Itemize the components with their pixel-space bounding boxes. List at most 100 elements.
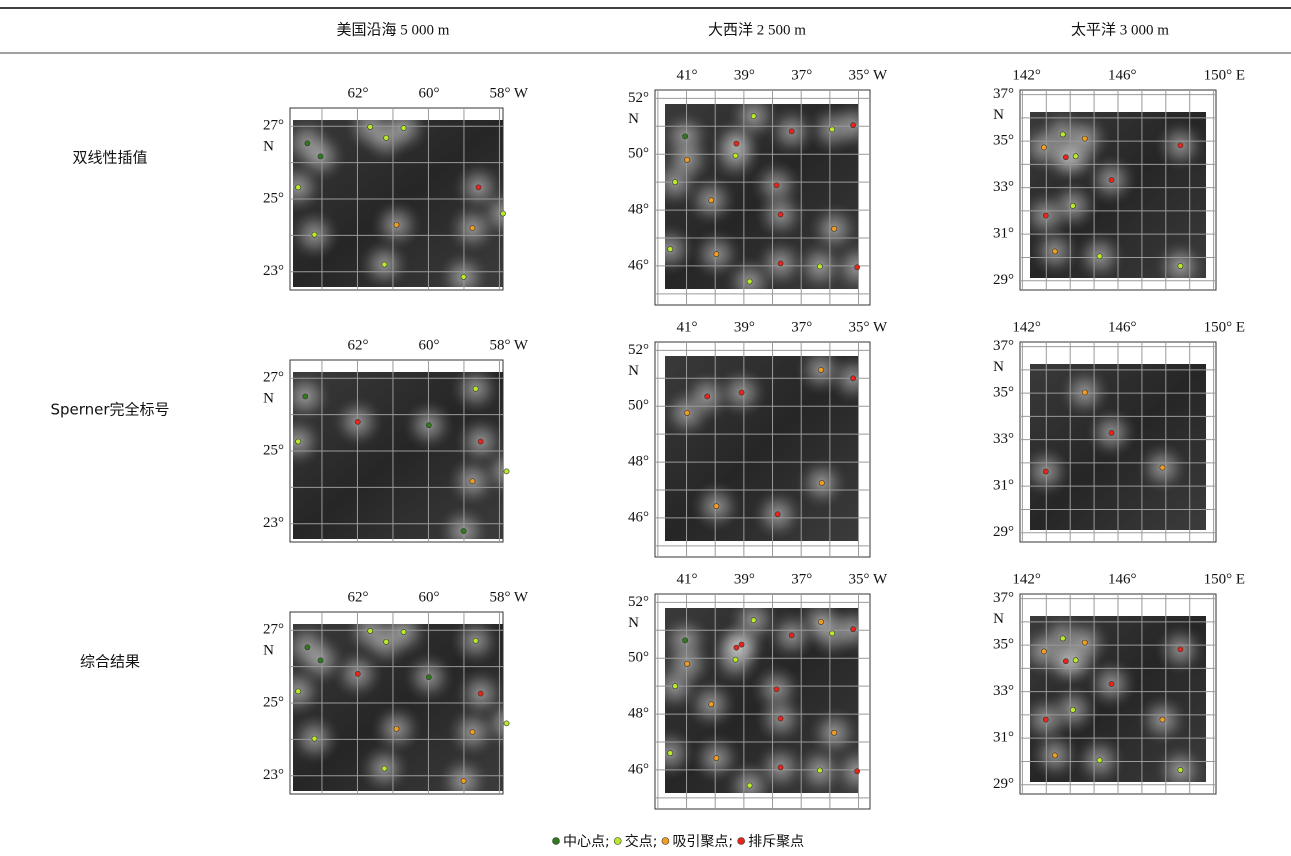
point xyxy=(777,764,784,771)
point xyxy=(1081,639,1088,646)
eddy-glow xyxy=(827,356,858,405)
lat-tick-label: 37° xyxy=(993,590,1014,606)
lat-hemisphere: N xyxy=(628,111,639,127)
point xyxy=(672,179,678,186)
lat-hemisphere: N xyxy=(263,391,274,407)
lat-tick-label: 50° xyxy=(628,650,649,666)
lon-tick-label: 62° xyxy=(347,85,368,101)
point xyxy=(829,630,836,637)
point xyxy=(317,657,324,664)
point xyxy=(682,637,688,644)
point xyxy=(684,660,691,667)
point xyxy=(1041,144,1047,151)
point xyxy=(854,768,860,775)
lat-tick-label: 25° xyxy=(263,190,284,206)
point xyxy=(311,735,318,742)
point xyxy=(850,122,856,129)
point xyxy=(383,638,390,645)
point xyxy=(295,184,302,191)
point xyxy=(1177,263,1184,269)
row-label: 双线性插值 xyxy=(72,149,147,167)
point xyxy=(304,140,311,147)
eddy-glow xyxy=(293,161,325,214)
lon-tick-label: 146° xyxy=(1108,571,1137,587)
lat-tick-label: 29° xyxy=(993,272,1014,288)
point xyxy=(732,152,739,159)
lat-tick-label: 48° xyxy=(628,454,649,470)
lat-tick-label: 52° xyxy=(628,90,649,106)
column-header: 太平洋 3 000 m xyxy=(1071,21,1169,38)
lon-tick-label: 146° xyxy=(1108,319,1137,335)
eddy-glow xyxy=(293,665,325,718)
lon-tick-label: 37° xyxy=(791,67,812,83)
lon-tick-label: 60° xyxy=(418,589,439,605)
point xyxy=(472,385,479,392)
point xyxy=(383,134,390,141)
lon-tick-label: 150° E xyxy=(1204,571,1245,587)
point xyxy=(818,619,824,625)
lat-tick-label: 46° xyxy=(628,509,649,525)
lat-tick-label: 33° xyxy=(993,431,1014,447)
lat-tick-label: 25° xyxy=(263,694,284,710)
point xyxy=(469,729,476,736)
lat-tick-label: 33° xyxy=(993,179,1014,195)
lat-hemisphere: N xyxy=(263,643,274,659)
point xyxy=(1051,752,1058,759)
point xyxy=(460,777,467,784)
lon-tick-label: 142° xyxy=(1012,571,1041,587)
eddy-glow xyxy=(449,624,502,667)
legend-label: 吸引聚点; xyxy=(672,834,733,850)
lon-tick-label: 150° E xyxy=(1204,67,1245,83)
map-panel: 62° 60° 58° W 27° 25° 23° N xyxy=(263,589,529,795)
eddy-glow xyxy=(377,624,430,659)
point xyxy=(302,393,309,400)
lat-hemisphere: N xyxy=(993,359,1004,375)
lat-tick-label: 46° xyxy=(628,257,649,273)
eddy-glow xyxy=(665,223,697,276)
point xyxy=(503,468,510,475)
point xyxy=(713,251,720,258)
point xyxy=(400,125,407,131)
point xyxy=(469,225,476,232)
lon-tick-label: 35° W xyxy=(849,67,888,83)
point xyxy=(733,644,740,651)
point xyxy=(1177,646,1184,653)
point xyxy=(1072,153,1079,160)
point xyxy=(816,263,823,270)
lat-tick-label: 23° xyxy=(263,263,284,279)
point xyxy=(777,715,784,722)
point xyxy=(1041,648,1047,655)
point xyxy=(850,375,856,382)
column-header: 美国沿海 5 000 m xyxy=(337,21,450,38)
lat-tick-label: 50° xyxy=(628,398,649,414)
point xyxy=(460,273,467,280)
lat-tick-label: 23° xyxy=(263,515,284,531)
point xyxy=(788,632,795,639)
lat-tick-label: 46° xyxy=(628,761,649,777)
eddy-glow xyxy=(1030,445,1072,498)
lon-tick-label: 35° W xyxy=(849,571,888,587)
point xyxy=(381,261,388,268)
point xyxy=(1069,202,1076,209)
point xyxy=(850,626,856,633)
lat-tick-label: 31° xyxy=(993,478,1014,494)
point xyxy=(1062,658,1069,665)
map-panel: 41° 39° 37° 35° W 52° 50° 48° 46° N xyxy=(628,571,888,810)
eddy-glow xyxy=(831,241,858,289)
lat-tick-label: 29° xyxy=(993,776,1014,792)
lat-tick-label: 27° xyxy=(263,118,284,134)
lat-hemisphere: N xyxy=(628,615,639,631)
lat-hemisphere: N xyxy=(263,139,274,155)
map-panel: 142° 146° 150° E 37° 35° 33° 31° 29° N xyxy=(993,67,1245,291)
lat-tick-label: 23° xyxy=(263,767,284,783)
point xyxy=(469,478,476,485)
point xyxy=(475,184,482,191)
map-panel: 41° 39° 37° 35° W 52° 50° 48° 46° N xyxy=(628,319,888,558)
point xyxy=(750,617,757,624)
point xyxy=(367,628,374,634)
point xyxy=(708,197,715,204)
point xyxy=(1108,177,1115,183)
point xyxy=(831,225,838,232)
point xyxy=(1059,635,1066,642)
eddies xyxy=(665,608,858,793)
